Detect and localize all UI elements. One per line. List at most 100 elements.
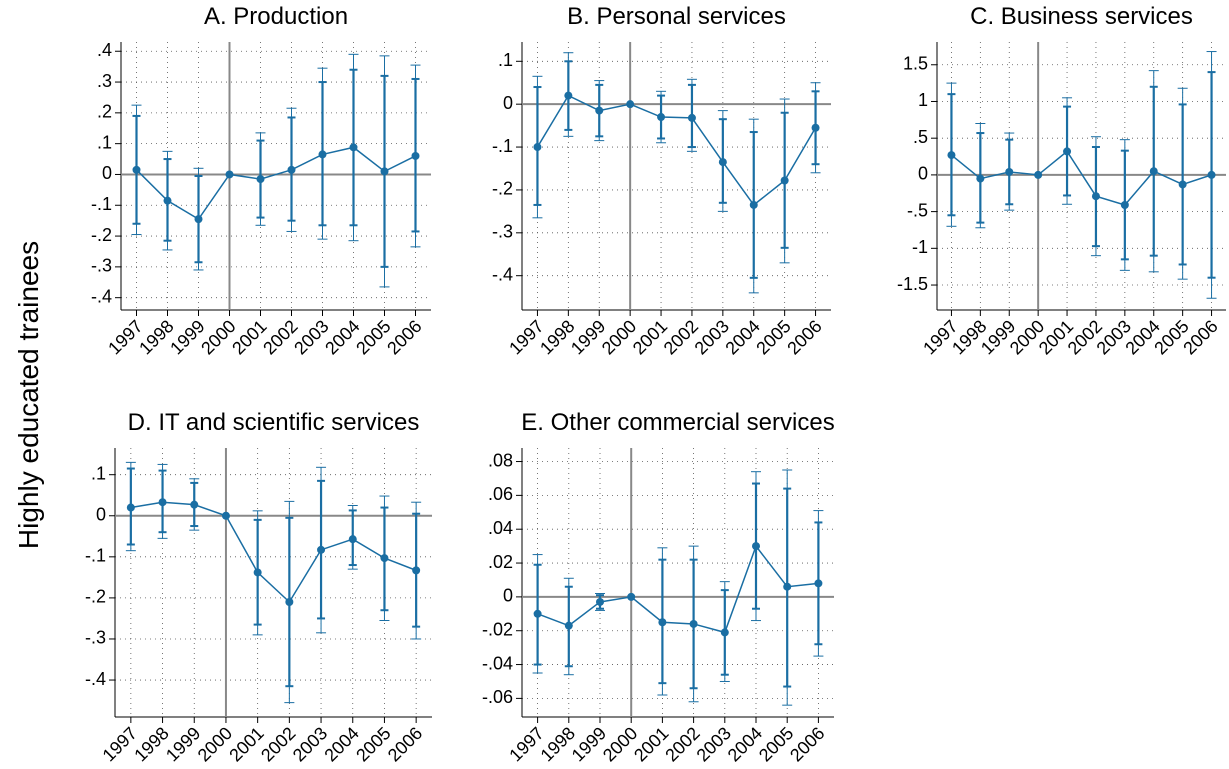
panel-title: D. IT and scientific services <box>128 409 420 436</box>
series-line <box>536 94 817 207</box>
panel: D. IT and scientific services .1 0 -.1 -.2 -.… <box>85 409 432 766</box>
x-tick-label: 2006 <box>383 316 425 358</box>
y-tick-label: 0 <box>503 93 513 113</box>
panel: B. Personal services.10-.1-.2-.3-.419971… <box>492 3 831 359</box>
x-tick-label: 1999 <box>567 316 609 358</box>
point <box>720 628 729 637</box>
panel: E. Other commercial services .08 .06 .04 .02… <box>482 409 835 766</box>
y-tick-label: .1 <box>498 50 513 70</box>
y-tick-label: -.1 <box>91 194 112 214</box>
x-tick-label: 2005 <box>755 723 797 765</box>
point <box>349 143 358 152</box>
x-tick-label: 2001 <box>228 316 270 358</box>
y-tick-label: -.4 <box>492 264 513 284</box>
y-tick-label: .1 <box>97 132 112 152</box>
x-tick-label: 2006 <box>384 723 426 765</box>
x-tick-label: 2004 <box>320 723 362 765</box>
y-tick-label: -.2 <box>492 179 513 199</box>
x-tick-label: 2002 <box>661 723 703 765</box>
point <box>1063 147 1072 156</box>
y-tick-label: -.3 <box>492 222 513 242</box>
x-tick-label: 2002 <box>660 316 702 358</box>
point <box>287 165 296 174</box>
y-tick-label: 0 <box>503 586 513 606</box>
point <box>1149 167 1158 176</box>
point <box>158 498 167 507</box>
y-tick-label: -.2 <box>91 225 112 245</box>
point <box>533 143 542 152</box>
panel-title: B. Personal services <box>567 3 786 30</box>
point <box>1178 180 1187 189</box>
y-tick-label: .04 <box>488 518 513 538</box>
point <box>564 91 573 100</box>
y-tick-label: -.3 <box>85 628 106 648</box>
y-tick-label: .1 <box>91 463 106 483</box>
x-tick-label: 2003 <box>289 723 331 765</box>
panel: A. Production.4.3.2.10-.1-.2-.3-.4199719… <box>91 3 431 359</box>
point <box>689 619 698 628</box>
y-tick-label: -.4 <box>91 286 112 306</box>
x-tick-label: 2000 <box>197 316 239 358</box>
point <box>783 582 792 591</box>
x-tick-label: 1999 <box>162 723 204 765</box>
series-line <box>950 150 1212 206</box>
point <box>947 151 956 160</box>
point <box>596 597 604 606</box>
panel: C. Business services1.51.50-.5-1-1.51997… <box>897 3 1226 359</box>
x-tick-label: 1998 <box>536 316 578 358</box>
panel-title: A. Production <box>204 3 348 30</box>
point <box>564 621 573 630</box>
y-tick-label: .5 <box>913 127 928 147</box>
point <box>126 503 135 512</box>
point <box>718 158 727 167</box>
series-line <box>135 146 416 221</box>
point <box>253 568 262 577</box>
point <box>1034 170 1043 179</box>
point <box>658 618 667 627</box>
point <box>348 535 357 544</box>
panel-title: C. Business services <box>970 3 1193 30</box>
y-tick-label: -.1 <box>85 546 106 566</box>
x-tick-label: 1998 <box>135 316 177 358</box>
x-tick-label: 1997 <box>104 316 146 358</box>
point <box>780 176 789 185</box>
y-tick-label: .4 <box>97 40 112 60</box>
point <box>380 167 389 176</box>
x-tick-label: 2005 <box>352 723 394 765</box>
y-tick-label: .02 <box>488 552 513 572</box>
x-tick-label: 1998 <box>130 723 172 765</box>
y-tick-label: 0 <box>96 505 106 525</box>
y-tick-label: .08 <box>488 450 513 470</box>
x-tick-label: 2004 <box>721 316 763 358</box>
y-tick-label: .06 <box>488 484 513 504</box>
y-tick-label: -.4 <box>85 669 106 689</box>
x-tick-label: 2001 <box>629 316 671 358</box>
panel-title: E. Other commercial services <box>521 409 834 436</box>
point <box>317 545 326 554</box>
y-tick-label: -1 <box>912 237 928 257</box>
point <box>190 500 199 509</box>
point <box>285 598 294 607</box>
y-tick-label: -.2 <box>85 587 106 607</box>
y-tick-label: -.06 <box>482 687 513 707</box>
point <box>411 151 420 160</box>
y-tick-label: 1.5 <box>903 54 928 74</box>
x-tick-label: 1997 <box>505 316 547 358</box>
x-tick-label: 2004 <box>321 316 363 358</box>
x-tick-label: 2000 <box>599 723 641 765</box>
y-tick-label: -.02 <box>482 619 513 639</box>
y-tick-label: .3 <box>97 71 112 91</box>
point <box>976 174 985 183</box>
y-tick-label: -.3 <box>91 256 112 276</box>
point <box>318 150 327 159</box>
series-line <box>537 544 819 634</box>
point <box>687 113 696 122</box>
point <box>752 542 760 551</box>
x-tick-label: 2003 <box>691 316 733 358</box>
point <box>256 175 265 184</box>
y-tick-label: 0 <box>102 163 112 183</box>
point <box>221 511 230 520</box>
x-tick-label: 2005 <box>752 316 794 358</box>
x-tick-label: 2006 <box>1179 316 1221 358</box>
